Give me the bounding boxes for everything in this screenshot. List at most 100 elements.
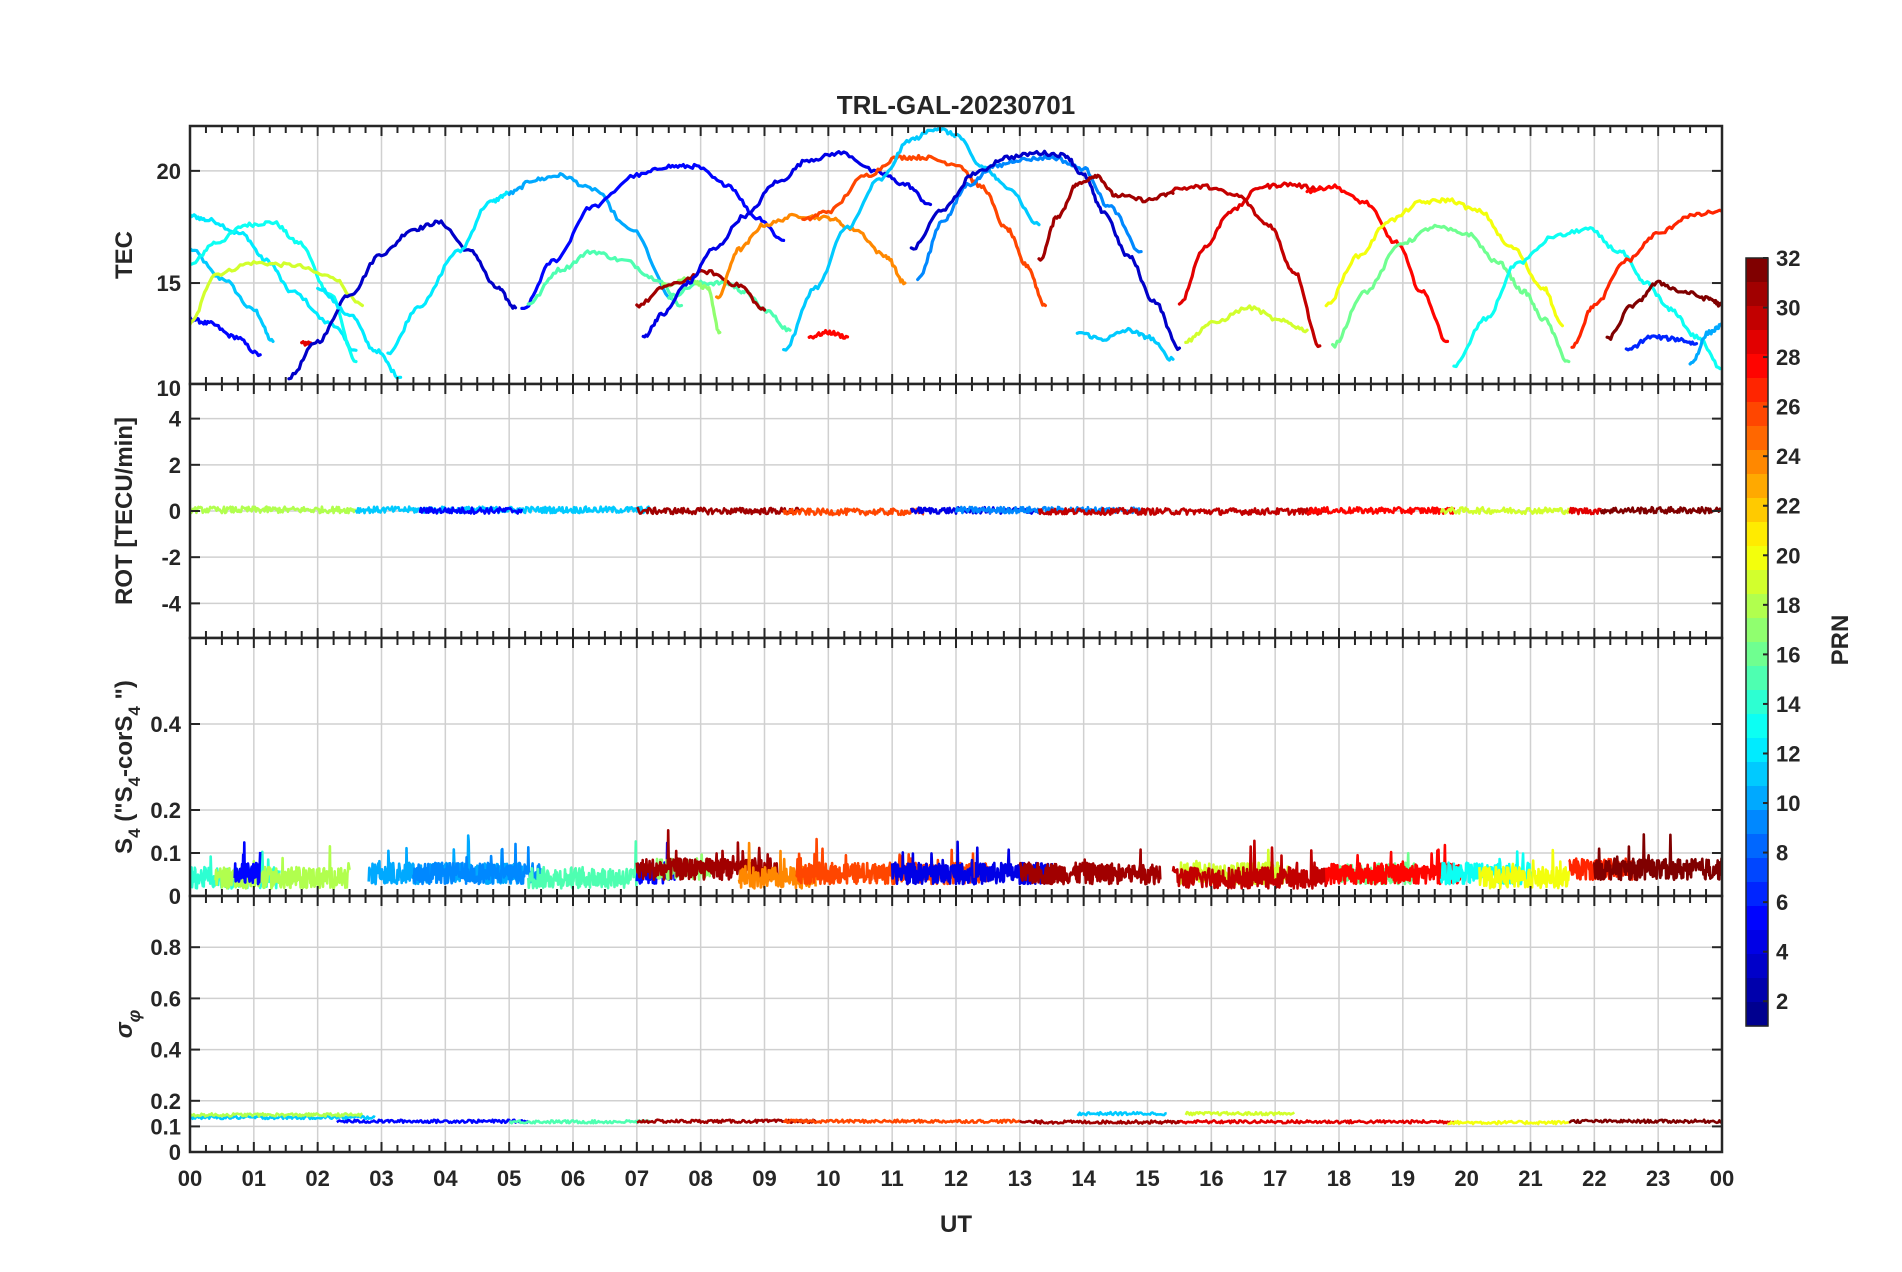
rot-line-prn-30 <box>1037 506 1328 517</box>
colorbar-segment <box>1746 810 1768 835</box>
colorbar-tick-label: 24 <box>1776 444 1801 469</box>
colorbar-segment <box>1746 714 1768 739</box>
panel-tec: 15 20 TEC <box>111 124 1724 386</box>
colorbar-tick-label: 32 <box>1776 246 1800 271</box>
y-tick-label: 20 <box>157 159 181 184</box>
colorbar-segment <box>1746 498 1768 523</box>
s4-line-prn-32 <box>1593 833 1722 882</box>
rot-line-prn-19 <box>1439 505 1571 516</box>
sigma-line-prn-29 <box>1178 1119 1455 1125</box>
x-tick-label: 00 <box>1710 1166 1734 1191</box>
series-group-sigma <box>190 1110 1722 1126</box>
colorbar-tick-label: 2 <box>1776 989 1788 1014</box>
tec-line-prn-31 <box>1037 173 1175 262</box>
x-tick-label: 01 <box>242 1166 266 1191</box>
colorbar-segment <box>1746 522 1768 547</box>
sigma-line-prn-18 <box>190 1112 364 1118</box>
x-tick-label: 19 <box>1391 1166 1415 1191</box>
tec-line-prn-31 <box>635 269 767 312</box>
tec-line-prn-12 <box>316 286 403 380</box>
y-tick-label: 0.2 <box>150 1089 181 1114</box>
colorbar-segment <box>1746 354 1768 379</box>
x-tick-label: 18 <box>1327 1166 1351 1191</box>
x-tick-label: 21 <box>1518 1166 1542 1191</box>
y-tick-label: 0.4 <box>150 712 181 737</box>
colorbar-segment <box>1746 834 1768 859</box>
tec-line-prn-12 <box>386 190 511 356</box>
x-tick-label: 11 <box>881 1166 904 1191</box>
colorbar-segment <box>1746 906 1768 931</box>
y-tick-label: 0.2 <box>150 798 181 823</box>
panel-s4: 0 0.1 0.2 0.4S4 ("S4-corS4 ") <box>111 636 1724 909</box>
sigma-line-prn-31 <box>1019 1119 1181 1125</box>
tec-line-prn-11 <box>190 247 275 343</box>
tec-line-prn-6 <box>1624 334 1699 352</box>
sigma-line-prn-15 <box>508 1119 651 1125</box>
x-tick-label: 16 <box>1199 1166 1223 1191</box>
tec-line-prn-5 <box>520 162 786 310</box>
sigma-line-prn-11 <box>190 1114 376 1121</box>
y-tick-label: 4 <box>169 407 182 432</box>
s4-line-prn-20 <box>1478 848 1571 890</box>
colorbar-segment <box>1746 546 1768 571</box>
y-tick-label: 2 <box>169 453 181 478</box>
colorbar-segment <box>1746 330 1768 355</box>
x-tick-label: 02 <box>305 1166 329 1191</box>
rot-line-prn-28 <box>1306 505 1456 516</box>
s4-line-prn-9 <box>412 842 543 886</box>
y-tick-label: 0 <box>169 1140 181 1165</box>
x-tick-labels: 00 01 02 03 04 05 06 07 08 09 10 11 12 13 14 15 16 17 18 19… <box>178 1166 1734 1191</box>
x-tick-label: 03 <box>369 1166 393 1191</box>
tec-line-prn-3 <box>909 149 1182 351</box>
y-tick-label: -4 <box>161 591 181 616</box>
s4-line-prn-31 <box>1018 848 1162 886</box>
tec-line-prn-27 <box>1570 208 1722 349</box>
x-tick-label: 10 <box>816 1166 840 1191</box>
rot-line-prn-31 <box>636 506 804 516</box>
x-tick-label: 14 <box>1071 1166 1096 1191</box>
colorbar-segment <box>1746 762 1768 787</box>
colorbar-segment <box>1746 594 1768 619</box>
colorbar-segment <box>1746 642 1768 667</box>
s4-line-prn-5 <box>233 841 262 886</box>
y-tick-label: 0.6 <box>150 986 181 1011</box>
colorbar-segment <box>1746 930 1768 955</box>
tec-line-prn-19 <box>1184 304 1309 344</box>
colorbar-tick-label: 12 <box>1776 741 1800 766</box>
y-tick-label: -2 <box>161 545 181 570</box>
tec-line-prn-4 <box>641 150 933 339</box>
sigma-line-prn-19 <box>1184 1110 1296 1117</box>
x-tick-label: 00 <box>178 1166 202 1191</box>
x-tick-label: 04 <box>433 1166 458 1191</box>
colorbar-segment <box>1746 858 1768 883</box>
colorbar-tick-label: 20 <box>1776 543 1800 568</box>
tec-line-prn-30 <box>1171 183 1322 349</box>
s4-line-prn-15 <box>527 840 639 890</box>
sigma-line-prn-11 <box>1076 1110 1167 1117</box>
colorbar-segment <box>1746 1002 1768 1027</box>
colorbar-label: PRN <box>1827 615 1854 666</box>
tec-line-prn-13 <box>190 220 358 364</box>
colorbar-segment <box>1746 258 1768 283</box>
x-tick-label: 23 <box>1646 1166 1670 1191</box>
colorbar-segment <box>1746 738 1768 763</box>
colorbar-segment <box>1746 474 1768 499</box>
colorbar-tick-label: 16 <box>1776 642 1800 667</box>
colorbar-segment <box>1746 378 1768 403</box>
y-axis-label-rot: ROT [TECU/min] <box>111 417 138 605</box>
panel-frame <box>188 894 1724 1154</box>
sigma-line-prn-5 <box>336 1118 530 1125</box>
colorbar-tick-label: 4 <box>1776 940 1789 965</box>
x-tick-label: 08 <box>688 1166 712 1191</box>
x-tick-label: 09 <box>752 1166 776 1191</box>
colorbar-segment <box>1746 570 1768 595</box>
colorbar-frame <box>1745 257 1769 1027</box>
y-tick-label: 0.8 <box>150 935 181 960</box>
s4-line-prn-24 <box>737 841 817 890</box>
y-tick-label: 0 <box>169 499 181 524</box>
y-axis-label-tec: TEC <box>111 231 138 279</box>
rot-line-prn-32 <box>1599 505 1722 515</box>
colorbar-tick-label: 18 <box>1776 593 1800 618</box>
